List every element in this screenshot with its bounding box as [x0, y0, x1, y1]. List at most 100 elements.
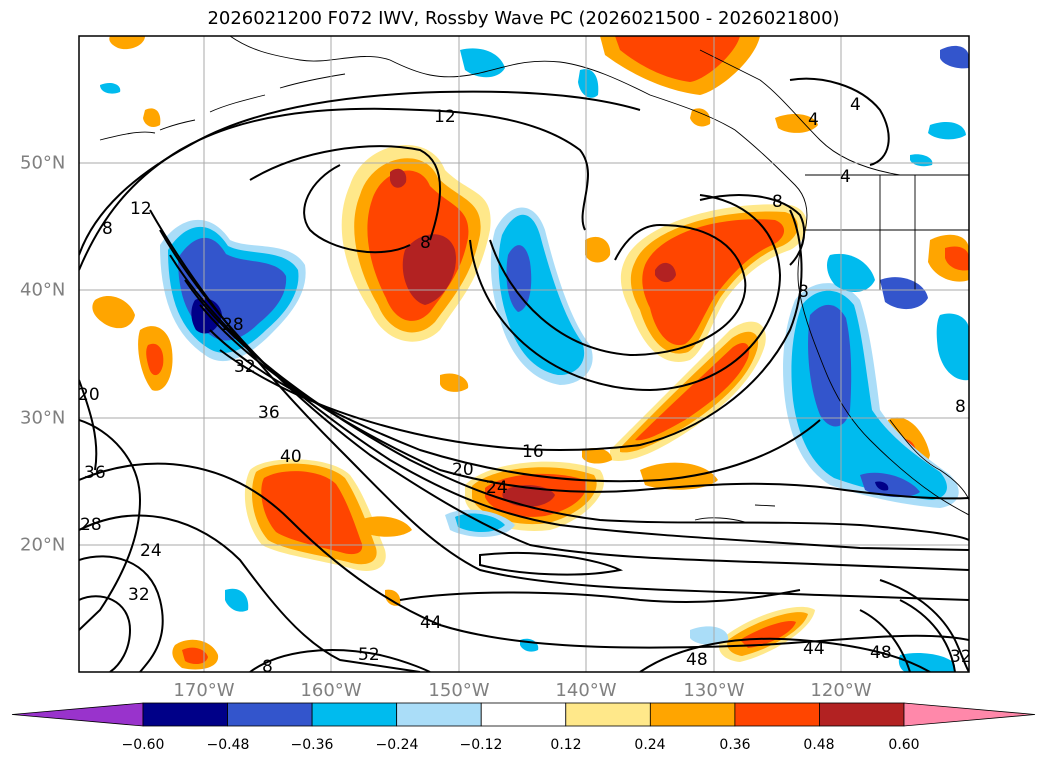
colorbar-bin [311, 702, 398, 727]
positive-anomaly-region [740, 620, 796, 648]
colorbar-bin [480, 702, 567, 727]
negative-anomaly-region [100, 82, 121, 94]
longitude-label: 120°W [810, 680, 872, 701]
alaska-coastline [99, 73, 346, 141]
colorbar-tick-label: 0.36 [719, 737, 751, 753]
contour-line [859, 609, 911, 672]
positive-anomaly-shading [92, 36, 969, 670]
iwv-contours [79, 77, 969, 672]
contour-line [249, 649, 431, 672]
latitude-label: 30°N [20, 407, 66, 429]
positive-anomaly-region [109, 36, 145, 50]
contour-line [399, 589, 801, 603]
longitude-label: 170°W [173, 680, 235, 701]
contour-line [789, 77, 890, 166]
colorbar-bin [227, 702, 313, 727]
colorbar [11, 702, 1036, 727]
colorbar-bin [565, 702, 651, 727]
positive-anomaly-region [585, 236, 611, 263]
positive-anomaly-region [261, 471, 363, 555]
latitude-label: 50°N [20, 152, 66, 174]
contour-label: 12 [434, 107, 456, 127]
contour-line [149, 209, 969, 601]
contour-line [79, 555, 164, 672]
colorbar-tick-label: −0.60 [121, 737, 165, 753]
longitude-label: 150°W [428, 680, 490, 701]
alaska-coastline [229, 36, 969, 516]
contour-label: 8 [262, 657, 273, 677]
contour-line [303, 164, 411, 254]
contour-line [169, 254, 969, 551]
negative-anomaly-region [880, 277, 928, 310]
negative-anomaly-region [898, 653, 955, 672]
colorbar-bin [819, 702, 905, 727]
colorbar-bin [734, 702, 820, 727]
positive-anomaly-region [402, 234, 456, 305]
contour-label: 28 [222, 315, 244, 335]
positive-anomaly-region [690, 108, 711, 127]
contour-label: 20 [78, 385, 100, 405]
positive-anomaly-region [182, 647, 208, 665]
contour-label: 4 [840, 167, 851, 187]
negative-anomaly-region [928, 121, 966, 140]
contour-label: 8 [420, 233, 431, 253]
positive-anomaly-region [615, 36, 740, 82]
colorbar-extension-low [11, 702, 144, 727]
colorbar-bin [649, 702, 736, 727]
contour-line [79, 90, 641, 256]
negative-anomaly-region [225, 588, 249, 612]
colorbar-tick-label: −0.36 [290, 737, 334, 753]
contour-label: 32 [128, 585, 150, 605]
contour-line [79, 595, 132, 672]
positive-anomaly-region [143, 108, 161, 128]
colorbar-tick-label: 0.12 [550, 737, 582, 753]
longitude-label: 140°W [555, 680, 617, 701]
negative-anomaly-shading [100, 45, 969, 672]
gridlines [79, 36, 969, 672]
contour-label: 48 [870, 643, 892, 663]
colorbar-tick-label: 0.60 [888, 737, 920, 753]
us-state-border [805, 174, 969, 291]
negative-anomaly-region [690, 626, 729, 645]
negative-anomaly-region [860, 472, 920, 498]
contour-line [879, 579, 969, 672]
contour-label: 8 [955, 397, 966, 417]
contour-label: 4 [808, 110, 819, 130]
colorbar-tick-label: −0.48 [206, 737, 250, 753]
contour-label: 32 [234, 357, 256, 377]
positive-anomaly-region [945, 246, 969, 271]
canada-coastline [699, 49, 969, 176]
colorbar-tick-label: −0.12 [459, 737, 503, 753]
contour-line [489, 223, 747, 357]
contour-line [219, 209, 803, 451]
contour-label-group: 4 4 4 8 8 8 8 8 12 12 16 20 20 24 24 28 … [78, 95, 969, 677]
contour-line [79, 107, 590, 271]
contour-label: 40 [280, 447, 302, 467]
negative-anomaly-region [578, 69, 599, 98]
latitude-label: 20°N [20, 534, 66, 556]
positive-anomaly-region [582, 448, 612, 464]
negative-anomaly-region [940, 45, 969, 69]
positive-anomaly-region [775, 114, 818, 133]
contour-label: 8 [798, 282, 809, 302]
colorbar-tick-label: 0.48 [803, 737, 835, 753]
contour-label: 36 [84, 463, 106, 483]
positive-anomaly-region [440, 373, 469, 392]
positive-anomaly-region [502, 485, 555, 507]
contour-label: 24 [486, 478, 508, 498]
contour-line [899, 599, 956, 672]
contour-label: 20 [452, 460, 474, 480]
colorbar-tick-label: 0.24 [634, 737, 666, 753]
contour-label: 24 [140, 541, 162, 561]
contour-line [639, 637, 931, 672]
contour-label: 36 [258, 403, 280, 423]
longitude-label: 130°W [683, 680, 745, 701]
colorbar-tick-label: −0.24 [375, 737, 419, 753]
colorbar-bin [142, 702, 228, 727]
mexico-coastline [889, 419, 969, 501]
contour-line [184, 279, 969, 541]
contour-label: 4 [850, 95, 861, 115]
positive-anomaly-region [642, 219, 785, 346]
contour-line [79, 462, 969, 649]
